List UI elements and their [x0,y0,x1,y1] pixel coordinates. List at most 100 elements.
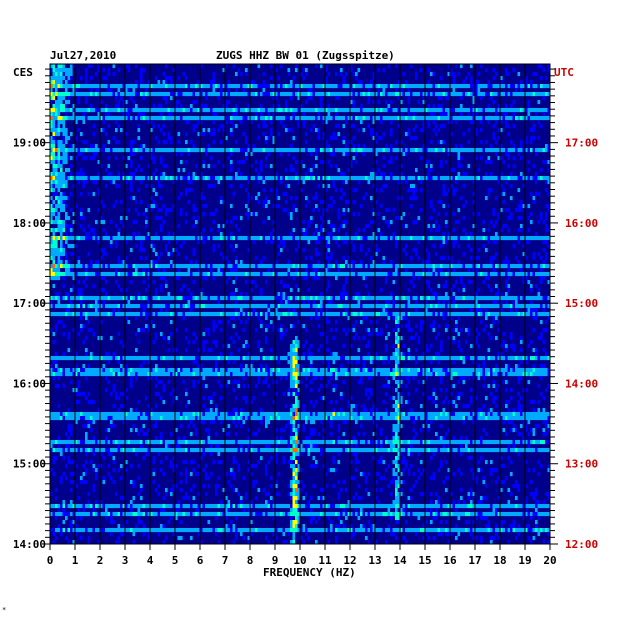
heat-cell [70,92,73,97]
heat-cell [157,264,161,269]
heat-cell [275,356,278,361]
heat-cell [290,264,293,269]
heat-cell [212,248,216,253]
heat-cell [232,296,236,301]
heat-cell [345,308,348,313]
heat-cell [85,232,88,237]
heat-cell [177,168,181,173]
heat-cell [222,68,226,73]
heat-cell [160,176,163,181]
heat-cell [475,80,478,85]
heat-cell [227,148,231,153]
heat-cell [112,272,116,277]
heat-cell [55,208,58,213]
heat-cell [272,92,276,97]
heat-cell [70,312,73,317]
heat-cell [140,236,143,241]
heat-cell [157,124,161,129]
heat-cell [547,160,551,165]
heat-cell [532,316,536,321]
heat-cell [377,88,381,93]
heat-cell [232,192,236,197]
heat-cell [147,148,151,153]
heat-cell [130,152,133,157]
heat-cell [495,148,498,153]
heat-cell [490,84,493,89]
heat-cell [357,212,361,217]
heat-cell [460,176,463,181]
heat-cell [160,116,163,121]
heat-cell [97,148,101,153]
heat-cell [57,80,61,85]
heat-cell [522,236,526,241]
heat-cell [292,116,296,121]
heat-cell [165,108,168,113]
heat-cell [467,164,471,169]
heat-cell [140,112,143,117]
heat-cell [220,304,223,309]
heat-cell [202,304,206,309]
heat-cell [267,356,271,361]
heat-cell [475,128,478,133]
heat-cell [205,264,208,269]
heat-cell [365,236,368,241]
heat-cell [245,72,248,77]
heat-cell [92,84,96,89]
heat-cell [215,84,218,89]
heat-cell [417,272,421,277]
heat-cell [252,144,256,149]
heat-cell [542,112,546,117]
heat-cell [82,296,86,301]
heat-cell [337,216,341,221]
heat-cell [197,92,201,97]
heat-cell [510,84,513,89]
heat-cell [242,344,246,349]
heat-cell [447,188,451,193]
heat-cell [167,232,171,237]
heat-cell [337,244,341,249]
heat-cell [270,312,273,317]
heat-cell [267,84,271,89]
heat-cell [545,148,548,153]
heat-cell [527,304,531,309]
heat-cell [455,280,458,285]
heat-cell [65,216,68,221]
heat-cell [290,116,293,121]
heat-cell [535,72,538,77]
heat-cell [212,264,216,269]
heat-cell [235,104,238,109]
heat-cell [367,176,371,181]
heat-cell [480,128,483,133]
heat-cell [365,108,368,113]
heat-cell [85,312,88,317]
heat-cell [232,272,236,277]
heat-cell [207,236,211,241]
heat-cell [52,160,56,165]
heat-cell [417,216,421,221]
heat-cell [435,264,438,269]
heat-cell [470,280,473,285]
heat-cell [105,272,108,277]
heat-cell [165,280,168,285]
heat-cell [475,312,478,317]
heat-cell [115,272,118,277]
heat-cell [245,296,248,301]
heat-cell [247,212,251,217]
heat-cell [182,240,186,245]
heat-cell [142,308,146,313]
heat-cell [450,68,453,73]
heat-cell [385,108,388,113]
heat-cell [277,316,281,321]
heat-cell [247,312,251,317]
heat-cell [285,104,288,109]
heat-cell [102,264,106,269]
heat-cell [530,140,533,145]
heat-cell [272,228,276,233]
heat-cell [50,100,53,105]
heat-cell [515,308,518,313]
heat-cell [520,156,523,161]
heat-cell [242,356,246,361]
heat-cell [335,320,338,325]
heat-cell [427,172,431,177]
heat-cell [342,240,346,245]
